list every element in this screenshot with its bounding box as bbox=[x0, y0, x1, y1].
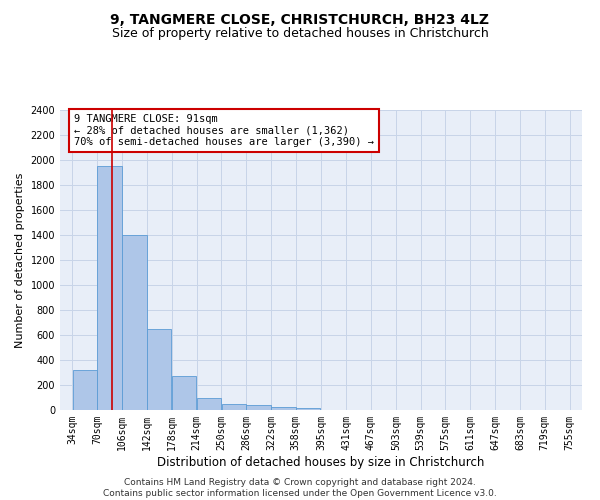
X-axis label: Distribution of detached houses by size in Christchurch: Distribution of detached houses by size … bbox=[157, 456, 485, 468]
Text: 9, TANGMERE CLOSE, CHRISTCHURCH, BH23 4LZ: 9, TANGMERE CLOSE, CHRISTCHURCH, BH23 4L… bbox=[110, 12, 490, 26]
Text: Size of property relative to detached houses in Christchurch: Size of property relative to detached ho… bbox=[112, 28, 488, 40]
Bar bbox=[296, 408, 320, 410]
Bar bbox=[247, 405, 271, 410]
Text: 9 TANGMERE CLOSE: 91sqm
← 28% of detached houses are smaller (1,362)
70% of semi: 9 TANGMERE CLOSE: 91sqm ← 28% of detache… bbox=[74, 114, 374, 147]
Text: Contains HM Land Registry data © Crown copyright and database right 2024.
Contai: Contains HM Land Registry data © Crown c… bbox=[103, 478, 497, 498]
Bar bbox=[122, 235, 146, 410]
Bar bbox=[97, 166, 122, 410]
Bar bbox=[197, 398, 221, 410]
Bar bbox=[172, 376, 196, 410]
Bar bbox=[271, 406, 296, 410]
Bar bbox=[147, 330, 172, 410]
Bar bbox=[221, 404, 246, 410]
Bar bbox=[73, 370, 97, 410]
Y-axis label: Number of detached properties: Number of detached properties bbox=[15, 172, 25, 348]
